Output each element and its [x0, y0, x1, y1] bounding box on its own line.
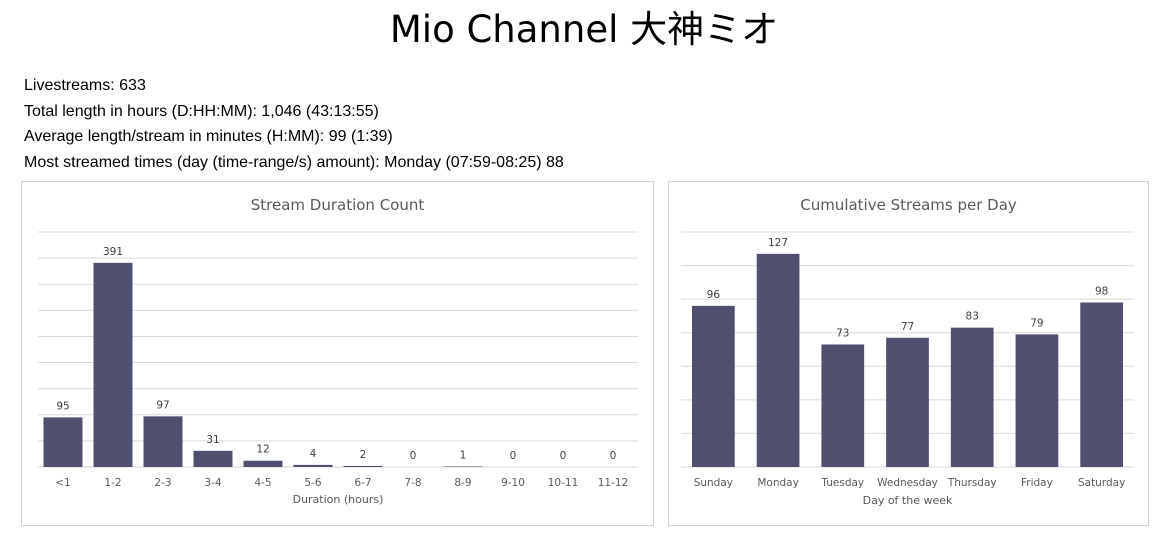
weekday-chart-panel: Cumulative Streams per Day 96 Sunday 127 Mon…	[668, 181, 1149, 526]
bar-duration-3	[193, 450, 233, 467]
bar-duration-5	[293, 464, 333, 467]
bar-weekday-4	[950, 327, 994, 467]
x-tick-label: Tuesday	[820, 477, 864, 489]
data-label: 4	[310, 448, 317, 460]
page-title: Mio Channel 大神ミオ	[389, 8, 779, 51]
x-tick-label: Saturday	[1078, 477, 1125, 489]
x-tick-label: 2-3	[154, 477, 171, 489]
data-label: 31	[206, 434, 219, 446]
bar-duration-4	[243, 460, 283, 467]
bar-weekday-3	[886, 337, 929, 467]
x-tick-label: 7-8	[404, 477, 421, 489]
x-axis-label: Day of the week	[863, 494, 953, 507]
data-label: 79	[1030, 317, 1043, 329]
bar-weekday-1	[756, 253, 800, 467]
data-label: 2	[360, 449, 367, 461]
chart-title: Stream Duration Count	[251, 196, 425, 214]
data-label: 0	[610, 450, 617, 462]
stat-average-length: Average length/stream in minutes (H:MM):…	[24, 128, 393, 146]
x-tick-label: Wednesday	[877, 477, 938, 489]
x-tick-label: Sunday	[694, 477, 733, 489]
data-label: 97	[156, 399, 169, 411]
data-label: 0	[560, 450, 567, 462]
x-tick-label: 6-7	[354, 477, 371, 489]
bar-duration-6	[343, 465, 383, 467]
duration-chart-panel: Stream Duration Count 95 <1 391 1-2 97 2-3 31 3-…	[21, 181, 654, 526]
x-tick-label: 11-12	[598, 477, 629, 489]
data-label: 98	[1095, 286, 1108, 298]
data-label: 77	[901, 321, 914, 333]
bar-weekday-0	[692, 305, 735, 467]
stat-total-length: Total length in hours (D:HH:MM): 1,046 (…	[24, 102, 379, 120]
bar-duration-0	[43, 417, 83, 467]
bar-weekday-5	[1015, 334, 1059, 467]
x-tick-label: 10-11	[548, 477, 579, 489]
data-label: 96	[707, 289, 721, 301]
data-label: 0	[510, 450, 517, 462]
chart-title: Cumulative Streams per Day	[800, 196, 1017, 214]
x-tick-label: <1	[55, 477, 70, 489]
x-tick-label: Thursday	[947, 477, 997, 489]
stat-most-streamed: Most streamed times (day (time-range/s) …	[24, 154, 564, 172]
data-label: 83	[966, 311, 979, 323]
data-label: 0	[410, 450, 417, 462]
bar-duration-8	[443, 466, 483, 467]
x-tick-label: 5-6	[304, 477, 321, 489]
x-tick-label: Friday	[1021, 477, 1053, 489]
bar-weekday-6	[1080, 302, 1123, 467]
data-label: 73	[836, 327, 849, 339]
stat-livestreams: Livestreams: 633	[24, 77, 146, 94]
bar-weekday-2	[821, 344, 865, 467]
x-axis-label: Duration (hours)	[293, 493, 384, 506]
weekday-chart: Cumulative Streams per Day 96 Sunday 127 Mon…	[681, 196, 1134, 507]
data-label: 127	[768, 237, 788, 249]
duration-chart: Stream Duration Count 95 <1 391 1-2 97 2-3 31 3-…	[38, 196, 638, 506]
x-tick-label: 9-10	[501, 477, 525, 489]
bar-duration-1	[93, 262, 133, 467]
data-label: 95	[56, 400, 69, 412]
x-tick-label: 1-2	[104, 477, 121, 489]
bar-duration-2	[143, 416, 183, 467]
x-tick-label: 8-9	[454, 477, 471, 489]
data-label: 391	[103, 246, 123, 258]
data-label: 12	[256, 444, 269, 456]
stats-block: Livestreams: 633 Total length in hours (…	[24, 73, 564, 176]
x-tick-label: 3-4	[204, 477, 221, 489]
x-tick-label: 4-5	[254, 477, 271, 489]
data-label: 1	[460, 449, 467, 461]
x-tick-label: Monday	[757, 477, 798, 489]
